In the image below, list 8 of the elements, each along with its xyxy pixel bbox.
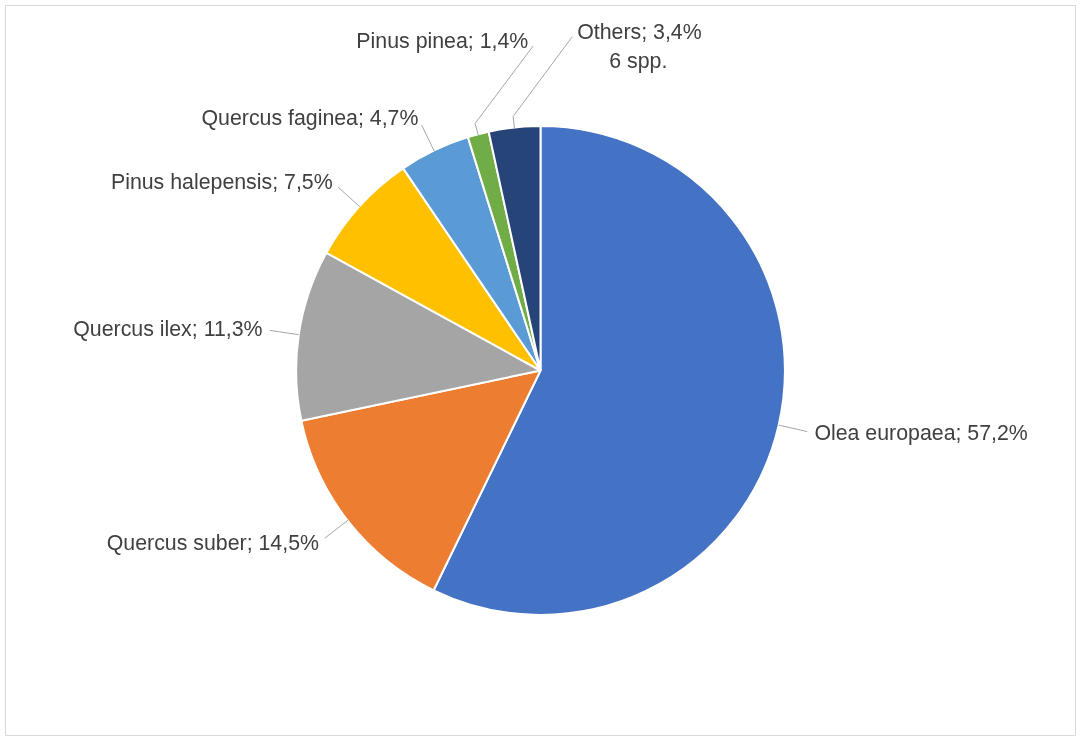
slice-label: Quercus ilex; 11,3%: [73, 317, 263, 342]
slice-label: Others; 3,4%: [577, 19, 702, 44]
slice-label: Pinus pinea; 1,4%: [356, 29, 529, 54]
text: 6 spp.: [609, 48, 668, 73]
slice-label: Quercus suber; 14,5%: [106, 530, 320, 555]
slice-label: Quercus faginea; 4,7%: [201, 106, 419, 131]
slice-label: Pinus halepensis; 7,5%: [110, 170, 333, 195]
slice-label: Olea europaea; 57,2%: [814, 421, 1028, 446]
